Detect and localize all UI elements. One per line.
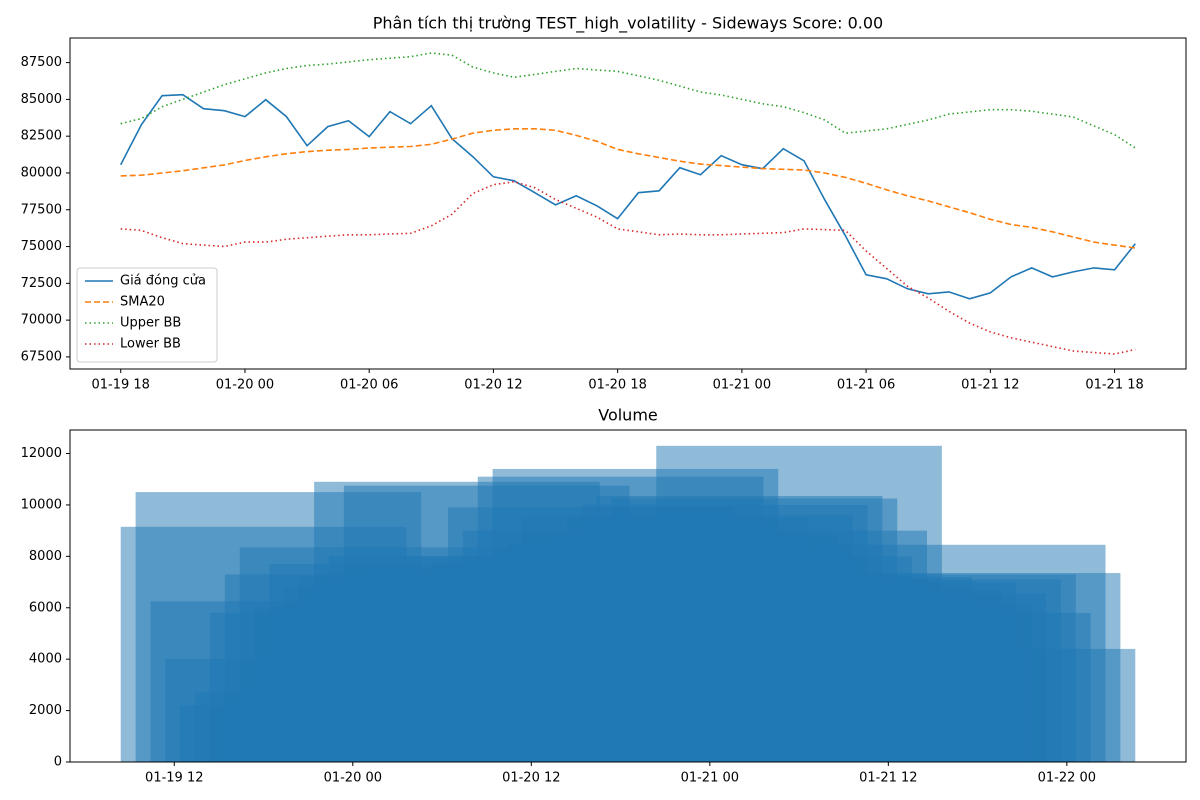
bar: [849, 648, 1136, 762]
x-tick-label: 01-20 12: [502, 771, 560, 786]
y-tick-label: 6000: [29, 600, 62, 615]
y-tick-label: 67500: [21, 349, 62, 364]
line-series: [120, 52, 1136, 149]
x-tick-label: 01-20 00: [216, 378, 274, 393]
line-series: [119, 93, 1136, 300]
y-tick-label: 82500: [21, 129, 62, 144]
x-tick-label: 01-21 12: [859, 771, 917, 786]
x-tick-label: 01-21 06: [837, 378, 895, 393]
y-tick-label: 8000: [29, 549, 62, 564]
legend-label: Lower BB: [120, 337, 181, 352]
x-tick-label: 01-20 00: [324, 771, 382, 786]
plot-area: [120, 445, 1136, 762]
y-tick-label: 77500: [21, 202, 62, 217]
y-tick-label: 10000: [21, 497, 62, 512]
y-tick-label: 80000: [21, 165, 62, 180]
y-tick-label: 70000: [21, 313, 62, 328]
x-tick-label: 01-21 18: [1085, 378, 1143, 393]
x-tick-label: 01-21 00: [681, 771, 739, 786]
line-series: [120, 128, 1136, 249]
y-tick-label: 4000: [29, 652, 62, 667]
x-tick-label: 01-22 00: [1038, 771, 1096, 786]
y-tick-label: 2000: [29, 703, 62, 718]
axes-frame: [69, 429, 1187, 763]
y-tick-label: 12000: [21, 446, 62, 461]
x-tick-label: 01-21 12: [961, 378, 1019, 393]
x-tick-label: 01-20 06: [340, 378, 398, 393]
chart-title: Volume: [598, 406, 658, 425]
legend-label: Giá đóng cửa: [120, 274, 206, 289]
legend-box: [76, 267, 218, 363]
legend-label: Upper BB: [120, 316, 181, 331]
plot-area: [119, 52, 1136, 355]
x-tick-label: 01-20 18: [588, 378, 646, 393]
legend-label: SMA20: [120, 295, 165, 310]
y-tick-label: 72500: [21, 276, 62, 291]
x-tick-label: 01-21 00: [713, 378, 771, 393]
chart-title: Phân tích thị trường TEST_high_volatilit…: [373, 14, 883, 34]
x-tick-label: 01-20 12: [464, 378, 522, 393]
x-tick-label: 01-19 12: [145, 771, 203, 786]
y-tick-label: 85000: [21, 92, 62, 107]
line-series: [120, 180, 1136, 355]
axes-frame: [69, 37, 1187, 370]
y-tick-label: 75000: [21, 239, 62, 254]
y-tick-label: 0: [54, 755, 62, 770]
y-tick-label: 87500: [21, 55, 62, 70]
x-tick-label: 01-19 18: [92, 378, 150, 393]
